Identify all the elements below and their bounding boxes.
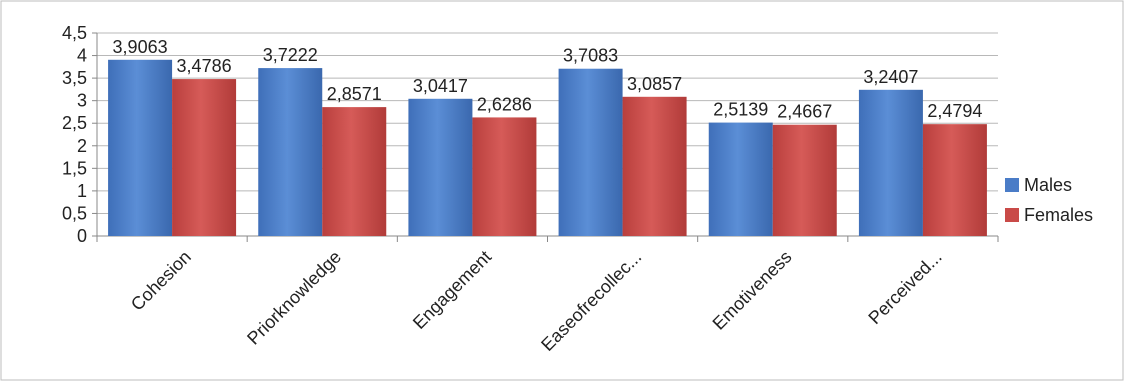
data-label-females: 2,6286	[477, 94, 532, 114]
data-label-males: 3,9063	[113, 37, 168, 57]
data-label-males: 2,5139	[713, 100, 768, 120]
data-label-females: 3,4786	[177, 56, 232, 76]
y-tick-label: 3	[77, 91, 87, 111]
bar-females-4	[772, 124, 837, 236]
y-tick-label: 2	[77, 136, 87, 156]
legend-swatch-males	[1005, 178, 1019, 192]
y-tick-label: 0	[77, 226, 87, 246]
bar-females-2	[472, 117, 537, 236]
data-labels: 3,9063 3,4786 3,7222 2,8571 3,0417 2,6286 3,70…	[113, 37, 983, 122]
y-tick-label: 1,5	[62, 158, 87, 178]
bar-females-3	[622, 96, 687, 236]
data-label-males: 3,7083	[563, 46, 618, 66]
y-tick-label: 3,5	[62, 68, 87, 88]
bar-males-4	[708, 122, 773, 236]
grid-lines	[97, 32, 998, 214]
legend-swatch-females	[1005, 208, 1019, 222]
data-label-males: 3,7222	[263, 45, 318, 65]
y-tick-label: 1	[77, 181, 87, 201]
axes: 0 0,51 1,52 2,53 3,54 4,5	[62, 23, 999, 246]
bar-males-0	[108, 59, 173, 236]
bar-males-2	[408, 98, 473, 237]
data-label-females: 3,0857	[627, 74, 682, 94]
y-tick-label: 2,5	[62, 113, 87, 133]
bar-females-0	[172, 79, 237, 236]
y-tick-label: 0,5	[62, 203, 87, 223]
legend-label-females: Females	[1024, 205, 1093, 225]
y-tick-label: 4	[77, 46, 87, 66]
data-label-females: 2,8571	[327, 84, 382, 104]
bar-males-1	[258, 68, 323, 236]
data-label-females: 2,4667	[777, 102, 832, 122]
bar-males-3	[558, 68, 623, 236]
data-label-females: 2,4794	[927, 101, 982, 121]
data-label-males: 3,0417	[413, 76, 468, 96]
bar-males-5	[858, 89, 923, 236]
legend-label-males: Males	[1024, 175, 1072, 195]
bars	[108, 59, 987, 237]
bar-females-5	[922, 124, 987, 236]
y-tick-label: 4,5	[62, 23, 87, 43]
legend: Males Females	[1005, 175, 1093, 225]
bar-females-1	[322, 107, 387, 237]
data-label-males: 3,2407	[863, 67, 918, 87]
